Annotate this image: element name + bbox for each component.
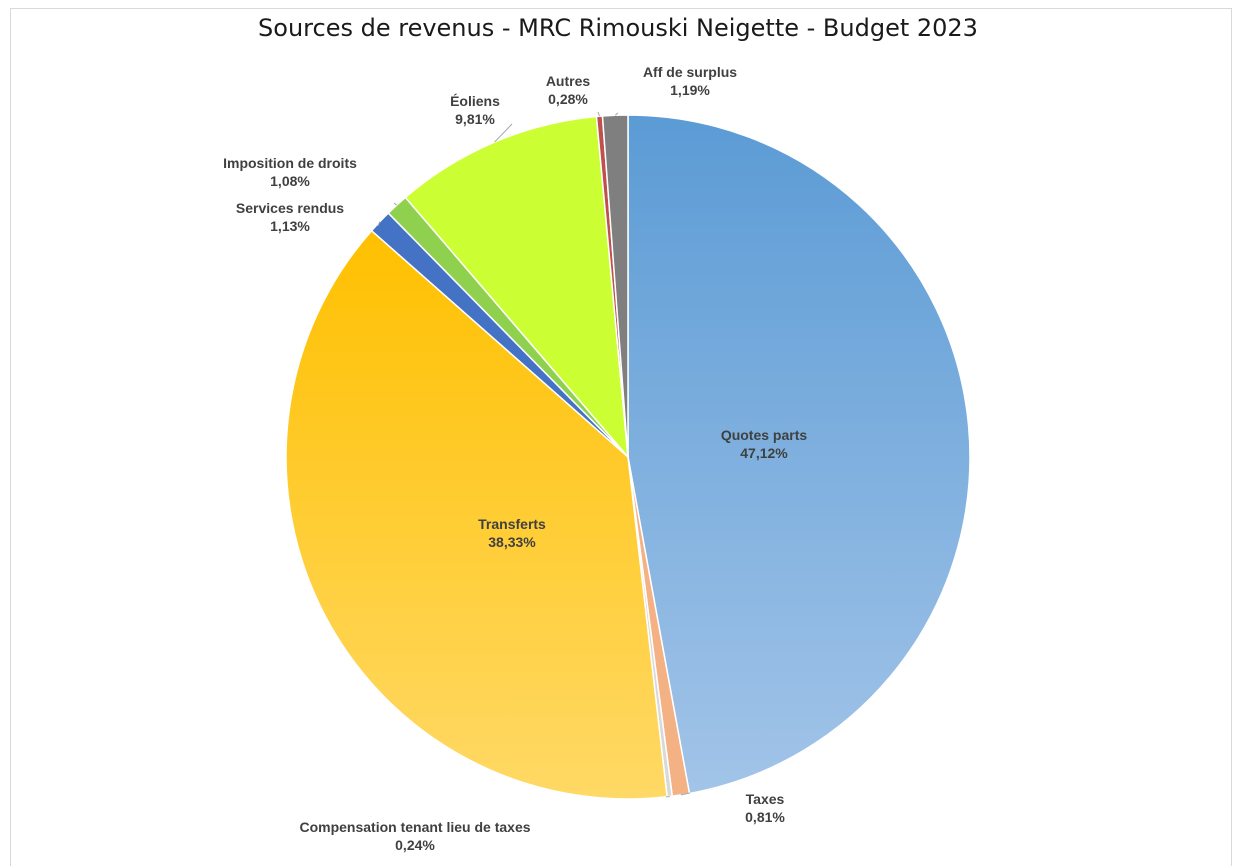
slice-name: Aff de surplus bbox=[643, 64, 737, 80]
leader-line-taxes bbox=[680, 792, 691, 796]
data-label-aff-de-surplus: Aff de surplus 1,19% bbox=[643, 64, 737, 98]
data-label-eoliens: Éoliens 9,81% bbox=[450, 93, 500, 127]
data-label-autres: Autres 0,28% bbox=[546, 73, 591, 107]
data-label-quotes-parts: Quotes parts 47,12% bbox=[721, 427, 808, 461]
slice-name: Imposition de droits bbox=[223, 155, 357, 171]
leader-line-aff-de-surplus bbox=[614, 112, 619, 116]
slice-percent: 0,81% bbox=[745, 809, 785, 825]
slice-percent: 1,08% bbox=[270, 173, 310, 189]
leader-line-eoliens bbox=[494, 123, 513, 143]
slice-name: Quotes parts bbox=[721, 427, 808, 443]
slice-name: Services rendus bbox=[236, 200, 344, 216]
slice-name: Autres bbox=[546, 73, 591, 89]
leader-line-imposition-de-droits bbox=[393, 202, 398, 206]
slice-name: Transferts bbox=[478, 516, 546, 532]
data-label-imposition-de-droits: Imposition de droits 1,08% bbox=[223, 155, 357, 189]
leader-line-compensation-tenant-lieu-de-taxes bbox=[665, 795, 670, 798]
slice-percent: 38,33% bbox=[488, 534, 536, 550]
data-label-transferts: Transferts 38,33% bbox=[478, 516, 546, 550]
slice-percent: 1,13% bbox=[270, 218, 310, 234]
slice-name: Éoliens bbox=[450, 93, 500, 109]
data-label-compensation-tenant-lieu-de-taxes: Compensation tenant lieu de taxes 0,24% bbox=[299, 819, 530, 853]
slice-percent: 9,81% bbox=[455, 111, 495, 127]
data-label-services-rendus: Services rendus 1,13% bbox=[236, 200, 344, 234]
slice-percent: 47,12% bbox=[740, 445, 788, 461]
slice-percent: 0,24% bbox=[395, 837, 435, 853]
slice-name: Compensation tenant lieu de taxes bbox=[299, 819, 530, 835]
leader-line-services-rendus bbox=[377, 221, 381, 227]
chart-frame bbox=[10, 8, 1232, 866]
data-label-taxes: Taxes 0,81% bbox=[745, 791, 785, 825]
slice-percent: 0,28% bbox=[548, 91, 588, 107]
chart-title: Sources de revenus - MRC Rimouski Neiget… bbox=[258, 14, 978, 42]
slice-name: Taxes bbox=[746, 791, 785, 807]
slice-percent: 1,19% bbox=[670, 82, 710, 98]
leader-line-autres bbox=[597, 111, 600, 117]
slice-quotes-parts bbox=[627, 114, 971, 795]
slice-transferts bbox=[285, 229, 668, 800]
slice-aff-de-surplus bbox=[601, 114, 629, 458]
